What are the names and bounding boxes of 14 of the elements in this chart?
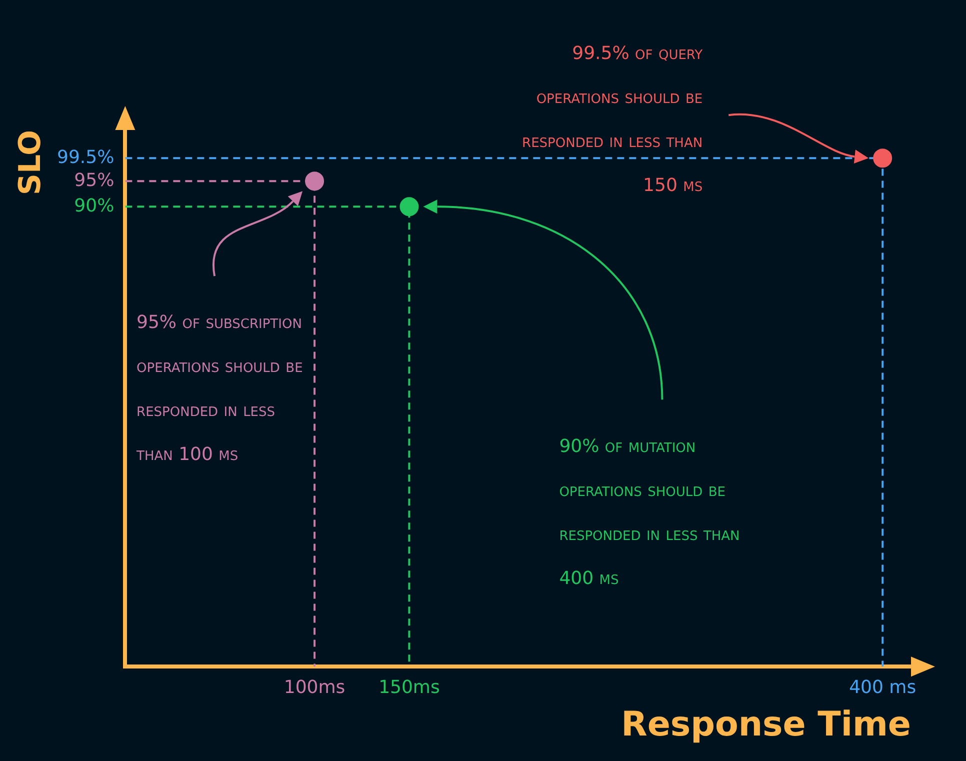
x-tick-label: 400 ms: [849, 677, 916, 698]
x-axis-title: Response Time: [621, 704, 911, 744]
y-tick-label: 95%: [74, 170, 114, 191]
y-tick-label: 99.5%: [56, 146, 114, 168]
x-tick-label: 150ms: [378, 677, 440, 698]
x-tick-label: 100ms: [284, 677, 346, 698]
point: [400, 197, 419, 216]
y-tick-label: 90%: [74, 195, 114, 216]
point: [873, 148, 892, 168]
text: 90% of mutation operations should be responded in less than 400 ms: [559, 436, 740, 589]
text: 95% of subscription operations should be responded in less than 100 ms: [136, 312, 303, 466]
text: 99.5% of query operations should be responded in less than 150 ms: [522, 43, 703, 196]
y-axis-title: SLO: [12, 130, 48, 196]
point: [305, 172, 324, 191]
